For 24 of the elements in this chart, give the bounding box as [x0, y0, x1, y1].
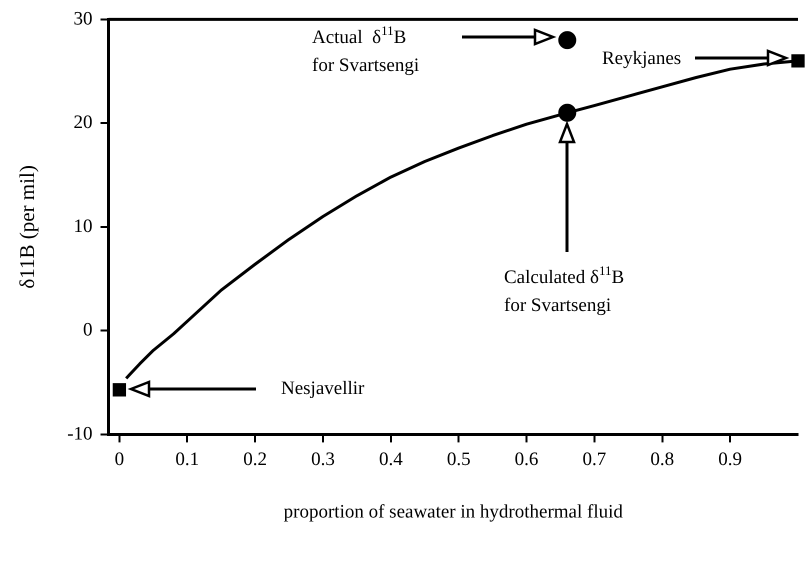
- annotation: Reykjanes: [602, 47, 682, 71]
- annotation: Actual δ$^{11}$B for Svartsengi: [312, 23, 420, 78]
- x-tick-label: 0.2: [243, 448, 267, 470]
- point: [112, 383, 126, 396]
- y-tick-label: 0: [83, 320, 93, 341]
- y-tick-label: -10: [67, 423, 93, 444]
- x-tick-label: 0.8: [650, 448, 674, 470]
- y-axis-title: δ11B (per mil): [15, 165, 40, 289]
- x-tick-label: 0.4: [378, 448, 404, 470]
- point: [791, 54, 805, 68]
- x-tick-label: 0.1: [175, 448, 200, 470]
- x-tick-label: 0: [114, 448, 124, 470]
- x-tick-label: 0.3: [311, 448, 335, 470]
- y-tick-label: 10: [74, 216, 93, 237]
- x-tick-label: 0.7: [582, 448, 606, 470]
- x-tick-label: 0.6: [514, 448, 538, 470]
- y-tick-label: 20: [74, 112, 93, 134]
- y-tick-label: 30: [74, 8, 93, 30]
- x-axis-title: proportion of seawater in hydrothermal fluid: [284, 502, 624, 523]
- annotation: Nesjavellir: [281, 377, 364, 401]
- x-tick-label: 0.5: [446, 448, 471, 470]
- x-tick-label: 0.9: [718, 448, 742, 470]
- point: [558, 31, 576, 50]
- annotation: Calculated δ$^{11}$B for Svartsengi: [504, 263, 624, 318]
